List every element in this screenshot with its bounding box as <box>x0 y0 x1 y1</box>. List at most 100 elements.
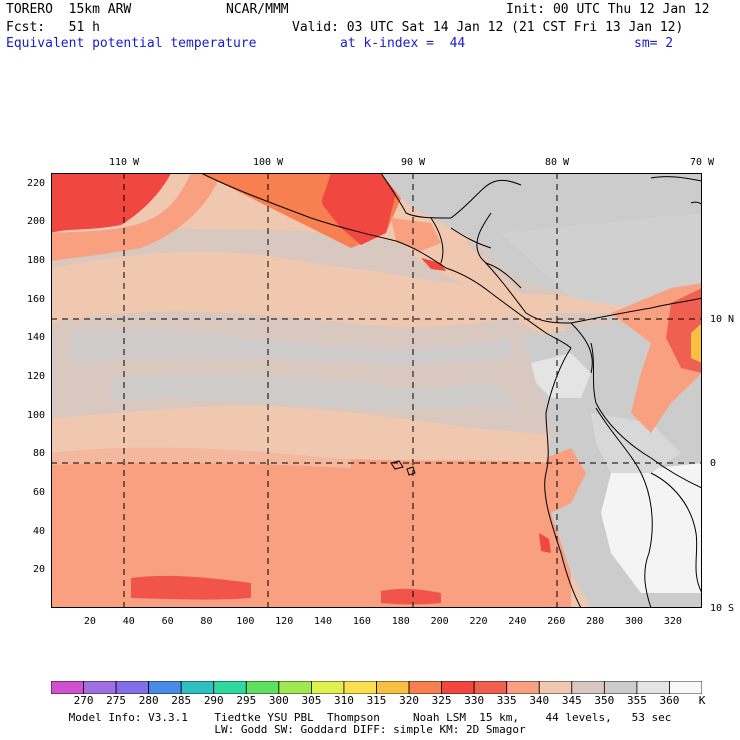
colorbar-swatch <box>180 680 215 695</box>
colorbar-label: 275 <box>106 694 127 707</box>
region-mexico-orange <box>291 183 326 218</box>
init-time: Init: 00 UTC Thu 12 Jan 12 <box>506 2 710 17</box>
colorbar-swatch <box>115 680 150 695</box>
region-amazon-white <box>601 463 702 593</box>
colorbar-swatch <box>506 680 540 695</box>
latitude-label: 10 N <box>710 314 735 325</box>
region-nw-hot-corner <box>51 173 171 233</box>
x-tick-label: 160 <box>352 616 371 627</box>
x-tick-label: 140 <box>314 616 333 627</box>
colorbar-swatch <box>636 680 670 695</box>
y-tick-label: 140 <box>26 332 45 344</box>
coastline-gulf <box>380 172 522 219</box>
model-info-line2: LW: Godd SW: Goddard DIFF: simple KM: 2D… <box>214 723 526 736</box>
x-tick-label: 320 <box>663 616 682 627</box>
theta-e-map <box>51 172 703 609</box>
latitude-label: 0 <box>710 458 717 469</box>
region-peru-coast-warm <box>531 503 571 593</box>
island-galapagos <box>390 460 416 476</box>
colorbar-label: 290 <box>203 694 224 707</box>
colorbar-label: 305 <box>301 694 322 707</box>
longitude-label: 110 W <box>108 157 140 168</box>
border-amazon <box>650 472 703 594</box>
y-tick-label: 40 <box>32 525 45 537</box>
border-central-america-1 <box>430 217 444 264</box>
colorbar-label: 280 <box>138 694 159 707</box>
level-index: at k-index = 44 <box>340 36 466 51</box>
colorbar-label: 315 <box>366 694 387 707</box>
x-tick-label: 300 <box>624 616 644 627</box>
coastlines <box>200 172 703 609</box>
longitude-label: 80 W <box>544 157 570 168</box>
colorbar-label: 300 <box>268 694 289 707</box>
y-tick-label: 220 <box>26 177 45 189</box>
colorbar-swatch <box>310 680 345 695</box>
island-cuba <box>650 176 703 182</box>
colorbar-label: 325 <box>431 694 452 707</box>
x-tick-label: 120 <box>275 616 294 627</box>
colorbar-label: 285 <box>171 694 192 707</box>
coastline-caribbean <box>476 212 703 324</box>
x-tick-label: 180 <box>391 616 410 627</box>
x-tick-label: 280 <box>586 616 605 627</box>
longitude-label: 70 W <box>689 157 715 168</box>
colorbar-label: 340 <box>529 694 550 707</box>
colorbar-label: K <box>698 694 706 707</box>
model-info-line1: Model Info: V3.3.1 Tiedtke YSU PBL Thomp… <box>68 711 672 724</box>
region-light-streak-1 <box>71 330 511 364</box>
border-central-america-2 <box>450 227 492 249</box>
x-tick-label: 260 <box>547 616 566 627</box>
colorbar-swatch <box>83 680 117 695</box>
colorbar-swatch <box>441 680 475 695</box>
coastline-mexico-west <box>200 172 397 242</box>
border-colombia <box>570 322 593 374</box>
forecast-hour: Fcst: 51 h <box>6 20 100 35</box>
map-panel <box>51 172 703 609</box>
colorbar-swatch <box>245 680 280 695</box>
colorbar-label: 295 <box>236 694 257 707</box>
region-ecuador-warm <box>546 448 586 513</box>
longitude-label: 90 W <box>400 157 426 168</box>
region-mexico-hot <box>321 173 396 245</box>
colorbar-swatches <box>50 680 703 695</box>
x-tick-label: 20 <box>83 616 96 627</box>
border-south-america-1 <box>590 342 703 489</box>
region-guatemala-warm <box>391 218 441 251</box>
colorbar-swatch <box>603 680 638 695</box>
region-peru-hot <box>539 533 551 553</box>
colorbar-label: 345 <box>561 694 582 707</box>
x-tick-label: 80 <box>200 616 213 627</box>
map-frame <box>51 173 702 608</box>
colorbar-swatch <box>571 680 605 695</box>
y-tick-label: 60 <box>32 487 45 498</box>
colorbar <box>50 680 703 695</box>
colorbar-swatch <box>408 680 442 695</box>
x-tick-label: 60 <box>161 616 174 627</box>
region-central-america-hot <box>421 258 446 271</box>
colorbar-swatch <box>376 680 410 695</box>
region-colombia-light <box>531 353 591 398</box>
colorbar-label: 350 <box>594 694 615 707</box>
region-peach-band <box>51 283 351 308</box>
longitude-label: 100 W <box>252 157 284 168</box>
colorbar-swatch <box>343 680 377 695</box>
y-tick-label: 180 <box>26 255 45 266</box>
coastline-central-america-pacific <box>395 240 572 349</box>
y-tick-label: 100 <box>26 409 45 421</box>
colorbar-swatch <box>473 680 508 695</box>
latitude-label: 10 S <box>710 603 735 614</box>
colorbar-swatch <box>669 680 703 695</box>
border-south-america-2 <box>595 407 653 609</box>
x-tick-label: 100 <box>236 616 255 627</box>
y-tick-label: 120 <box>26 371 45 382</box>
y-tick-label: 80 <box>32 448 45 460</box>
colorbar-swatch <box>538 680 573 695</box>
smoothing: sm= 2 <box>634 36 674 51</box>
y-tick-label: 200 <box>26 216 45 228</box>
model-title: TORERO 15km ARW <box>6 2 132 17</box>
x-tick-label: 200 <box>430 616 449 627</box>
x-tick-label: 220 <box>469 616 488 627</box>
y-tick-label: 20 <box>32 564 45 576</box>
y-tick-label: 160 <box>26 293 45 305</box>
x-tick-label: 40 <box>122 616 135 627</box>
